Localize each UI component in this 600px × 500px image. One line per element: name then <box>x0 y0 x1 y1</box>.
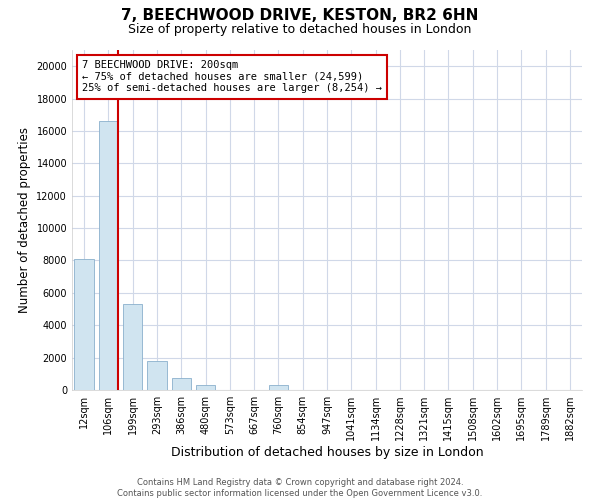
Bar <box>99 121 118 390</box>
Text: Contains HM Land Registry data © Crown copyright and database right 2024.
Contai: Contains HM Land Registry data © Crown c… <box>118 478 482 498</box>
Bar <box>269 385 288 390</box>
Text: Size of property relative to detached houses in London: Size of property relative to detached ho… <box>128 22 472 36</box>
Text: 7, BEECHWOOD DRIVE, KESTON, BR2 6HN: 7, BEECHWOOD DRIVE, KESTON, BR2 6HN <box>121 8 479 22</box>
Bar <box>74 259 94 390</box>
Y-axis label: Number of detached properties: Number of detached properties <box>18 127 31 313</box>
X-axis label: Distribution of detached houses by size in London: Distribution of detached houses by size … <box>170 446 484 459</box>
Bar <box>123 304 142 390</box>
Text: 7 BEECHWOOD DRIVE: 200sqm
← 75% of detached houses are smaller (24,599)
25% of s: 7 BEECHWOOD DRIVE: 200sqm ← 75% of detac… <box>82 60 382 94</box>
Bar <box>147 361 167 390</box>
Bar <box>172 378 191 390</box>
Bar <box>196 385 215 390</box>
